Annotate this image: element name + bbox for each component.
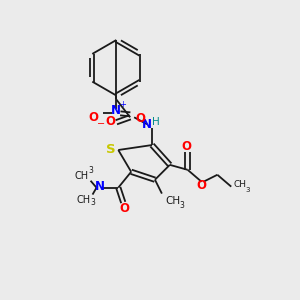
Text: O: O — [88, 111, 98, 124]
Text: O: O — [105, 115, 116, 128]
Text: N: N — [111, 104, 121, 117]
Text: +: + — [119, 100, 126, 109]
Text: H: H — [152, 117, 160, 127]
Text: N: N — [142, 118, 152, 131]
Text: O: O — [182, 140, 192, 152]
Text: N: N — [94, 180, 104, 193]
Text: CH: CH — [75, 171, 89, 181]
Text: O: O — [119, 202, 129, 215]
Text: CH: CH — [76, 194, 91, 205]
Text: 3: 3 — [245, 187, 250, 193]
Text: S: S — [106, 142, 115, 155]
Text: O: O — [196, 179, 206, 192]
Text: 3: 3 — [88, 166, 93, 175]
Text: CH: CH — [233, 180, 246, 189]
Text: O: O — [135, 112, 145, 125]
Text: 3: 3 — [180, 201, 184, 210]
Text: 3: 3 — [90, 198, 95, 207]
Text: CH: CH — [166, 196, 181, 206]
Text: −: − — [98, 119, 106, 129]
